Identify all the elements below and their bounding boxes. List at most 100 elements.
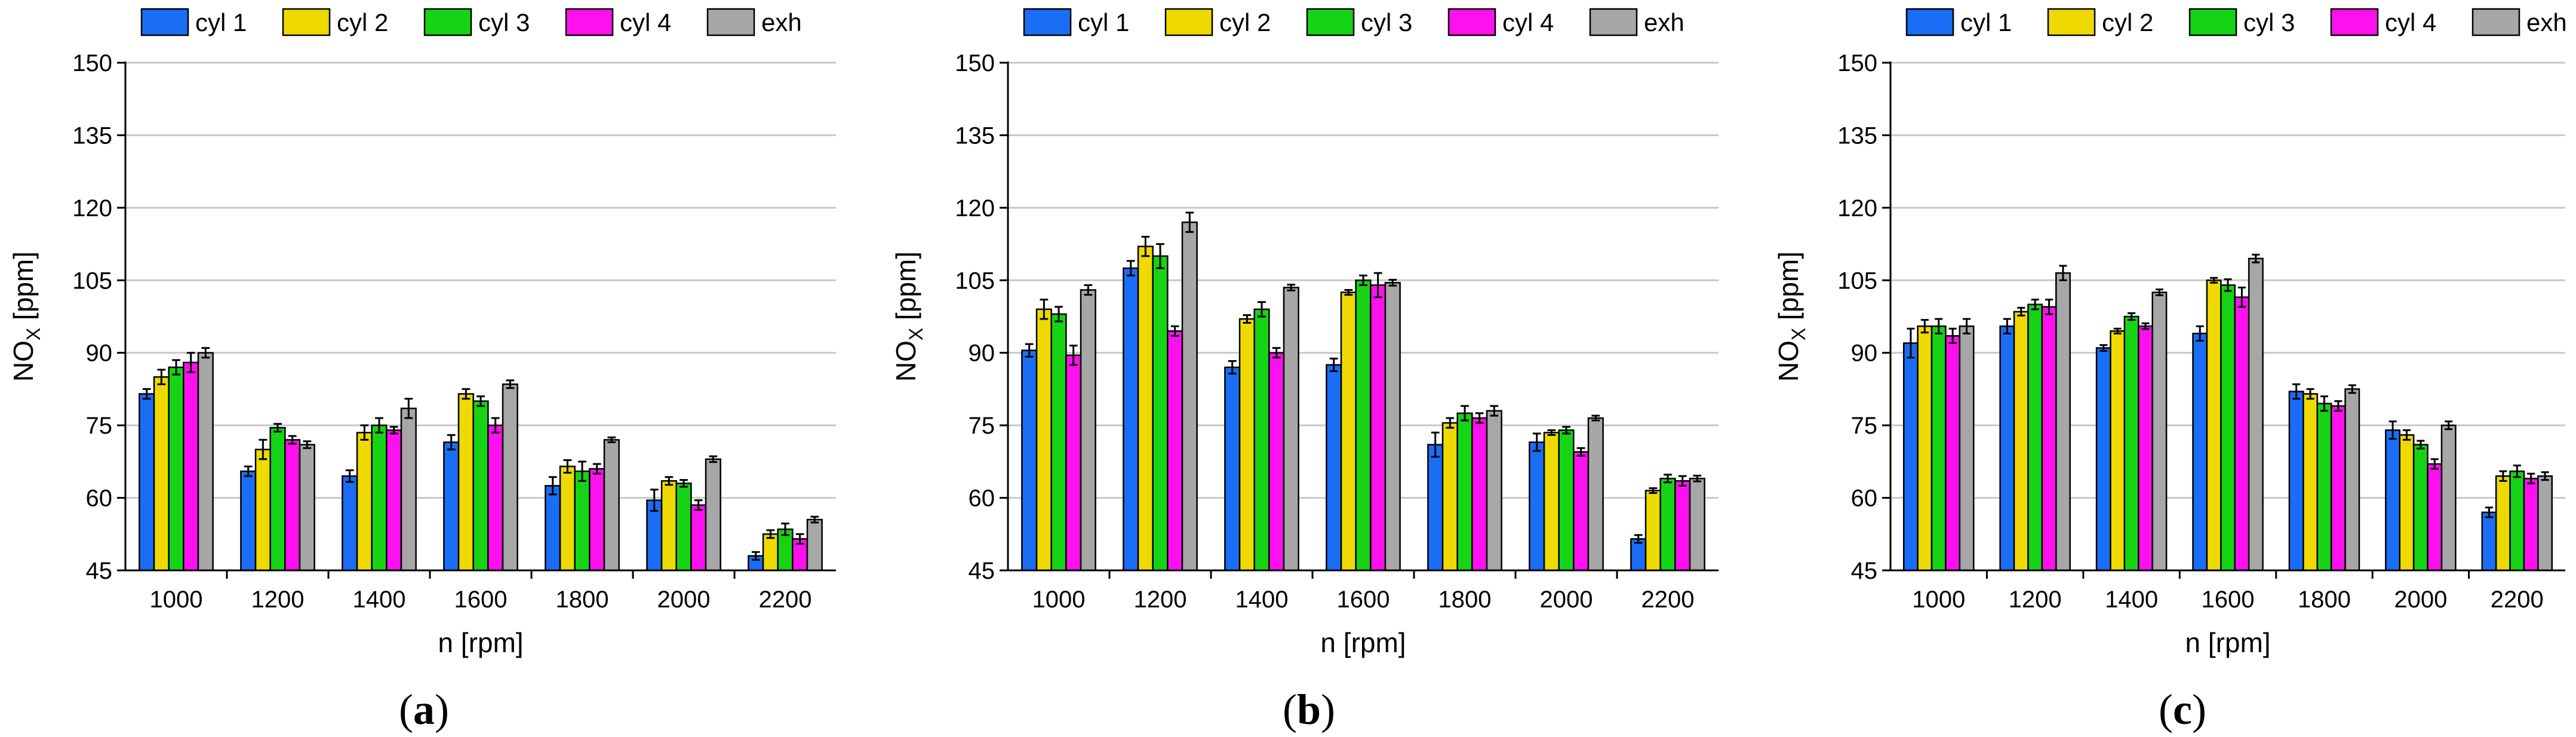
y-axis-title: NOX [ppm] [1773,251,1809,382]
x-tick-label: 1600 [2202,586,2255,613]
error-bar [2402,429,2411,441]
x-axis-title: n [rpm] [2185,627,2270,658]
error-bar [259,438,268,460]
legend-label: exh [2526,8,2567,36]
bar-exh-1400 [1283,287,1299,572]
x-tick-label: 1400 [1235,586,1289,613]
y-axis-title-main: NO [8,340,39,382]
bar-cyl3-1400 [371,424,388,572]
error-bar [563,459,572,474]
error-bar [1287,284,1296,291]
error-bar [2541,471,2549,481]
bar-cyl4-1800 [1471,417,1488,572]
y-tick-label: 60 [969,486,995,512]
error-bar [244,465,253,477]
error-bar [709,455,718,463]
error-bar [1907,327,1915,359]
legend-swatch-cyl3 [1306,8,1355,36]
error-bar [2252,253,2260,263]
error-bar [201,347,210,359]
error-bar [1461,405,1469,422]
bar-cyl4-1400 [1268,352,1285,572]
x-tick-label: 2200 [1641,586,1695,613]
bar-cyl1-1800 [545,485,561,572]
bar-cyl2-1000 [1917,325,1933,572]
error-bar [1344,288,1353,296]
y-tick-label: 90 [969,340,995,367]
error-bar [1126,260,1135,277]
error-bar [2513,464,2521,478]
bar-cyl1-1600 [1326,364,1342,572]
bar-cyl1-1200 [1999,325,2015,572]
y-axis-title-unit: [ppm] [8,251,39,328]
x-tick-label: 1600 [454,586,508,613]
error-bar [810,515,819,524]
error-bar [303,440,312,449]
error-bar [1920,319,1929,334]
bar-cyl4-1400 [2138,325,2153,572]
bar-exh-2000 [705,458,721,572]
bar-cyl3-2200 [1659,477,1676,572]
bar-cyl4-2200 [1674,480,1691,572]
x-tick-label: 1800 [556,586,609,613]
panel-label-close: ) [1321,686,1335,733]
panel-label: (c) [2159,686,2206,733]
error-bar [2141,322,2150,330]
error-bar [2059,265,2067,281]
bar-exh-1600 [2248,257,2264,572]
bar-cyl1-1400 [1224,366,1241,572]
error-bar [375,417,383,434]
error-bar [1664,474,1672,484]
error-bar [1040,299,1049,320]
error-bar [578,460,586,482]
bar-cyl2-1600 [457,393,474,572]
bar-exh-1800 [1486,410,1502,572]
y-axis-title: NOX [ppm] [890,251,927,382]
bar-exh-1000 [1080,289,1096,572]
legend-label: cyl 3 [1361,8,1412,36]
bar-cyl3-2200 [2509,470,2525,572]
chart-panel-a: 45 60 75 90 105 120 135 150 1000 1200 1400 1600 1800… [8,8,836,733]
bar-cyl3-1200 [2027,303,2043,572]
error-bar [2389,420,2397,440]
error-bar [607,436,616,443]
error-bar [1025,343,1034,358]
panel-label-open: ( [2159,686,2173,733]
bar-cyl3-1200 [1152,255,1169,572]
y-tick-label: 120 [1837,195,1877,222]
y-tick-label: 60 [86,486,113,512]
error-bar [592,463,601,475]
legend-swatch-cyl3 [2188,8,2237,36]
error-bar [157,368,166,385]
panel-label-letter: b [1297,686,1321,733]
y-axis-title: NOX [ppm] [8,251,44,382]
x-tick-label: 2200 [2491,586,2544,613]
error-bar [2237,286,2246,308]
error-bar [1359,274,1367,286]
legend-label: cyl 4 [2385,8,2436,36]
x-tick-label: 2000 [2394,586,2447,613]
bar-cyl2-1200 [254,449,271,572]
error-bar [2292,383,2301,400]
y-axis-title-unit: [ppm] [1773,251,1804,328]
bar-cyl4-1200 [284,439,301,572]
error-bar [2003,318,2011,334]
error-bar [491,417,500,434]
legend-swatch-cyl1 [140,8,189,36]
error-bar [1272,347,1281,359]
bar-cyl3-1600 [2220,284,2236,572]
y-tick-label: 45 [969,558,995,584]
y-tick-label: 105 [955,268,995,294]
y-tick-label: 120 [955,195,995,222]
legend-label: exh [1644,8,1684,36]
bar-cyl1-1400 [2095,347,2111,572]
bar-cyl2-1000 [1035,308,1052,572]
legend-label: cyl 1 [1078,8,1129,36]
error-bar [1258,301,1266,318]
y-tick-label: 105 [1837,268,1877,294]
legend-swatch-cyl4 [1447,8,1496,36]
bar-cyl4-1200 [2041,306,2057,572]
y-tick-label: 150 [72,50,112,76]
error-bar [1591,414,1600,422]
